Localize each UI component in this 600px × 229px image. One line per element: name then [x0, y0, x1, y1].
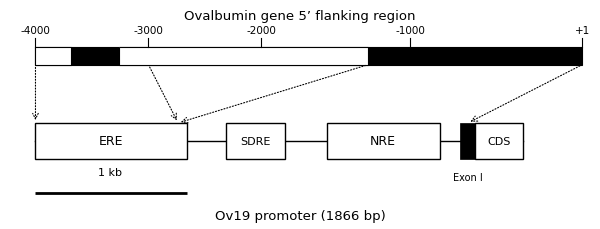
Text: Exon I: Exon I	[453, 173, 483, 183]
Bar	[35, 47, 71, 65]
Text: ERE: ERE	[99, 135, 124, 148]
Text: SDRE: SDRE	[240, 136, 271, 146]
Bar	[35, 47, 583, 65]
Text: CDS: CDS	[487, 136, 511, 146]
Bar	[35, 47, 71, 65]
Text: -4000: -4000	[20, 26, 50, 36]
Text: Ov19 promoter (1866 bp): Ov19 promoter (1866 bp)	[215, 209, 385, 222]
Bar	[119, 47, 368, 65]
Text: -3000: -3000	[133, 26, 163, 36]
Text: -2000: -2000	[247, 26, 276, 36]
Bar	[475, 123, 523, 159]
Bar	[327, 123, 440, 159]
Text: +1: +1	[575, 26, 590, 36]
Text: Ovalbumin gene 5’ flanking region: Ovalbumin gene 5’ flanking region	[184, 9, 416, 22]
Bar	[226, 123, 285, 159]
Text: 1 kb: 1 kb	[98, 167, 122, 177]
Bar	[35, 123, 187, 159]
Text: -1000: -1000	[395, 26, 425, 36]
Bar	[461, 123, 475, 159]
Bar	[119, 47, 368, 65]
Text: NRE: NRE	[370, 135, 396, 148]
